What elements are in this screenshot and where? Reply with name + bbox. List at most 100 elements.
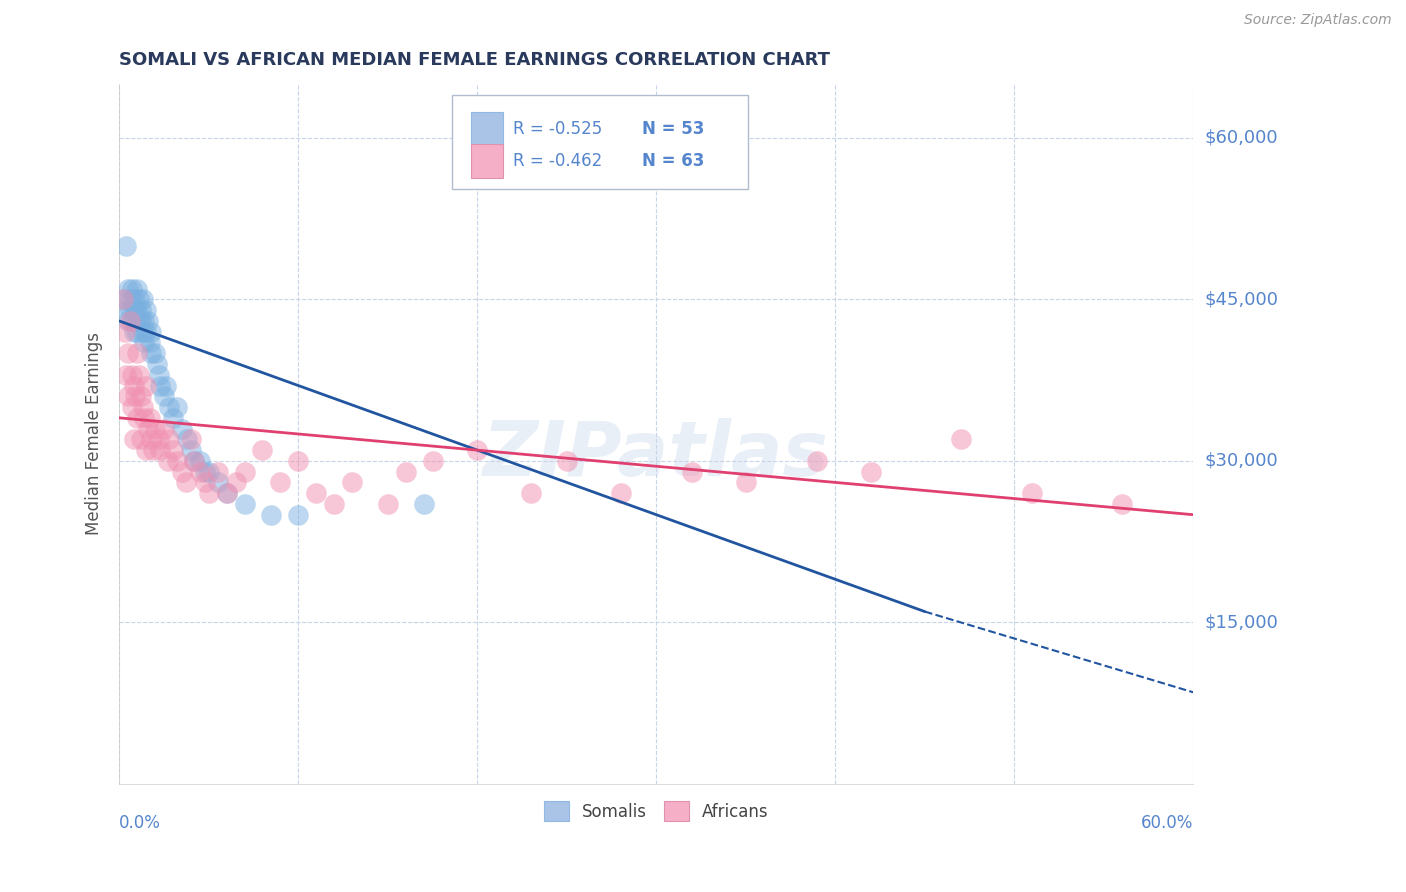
- Point: [734, 475, 756, 490]
- Point: [183, 454, 205, 468]
- Point: [174, 475, 197, 490]
- Text: SOMALI VS AFRICAN MEDIAN FEMALE EARNINGS CORRELATION CHART: SOMALI VS AFRICAN MEDIAN FEMALE EARNINGS…: [120, 51, 831, 69]
- Point: [118, 293, 141, 307]
- Point: [124, 303, 146, 318]
- Point: [136, 421, 159, 435]
- Point: [149, 378, 172, 392]
- Text: R = -0.525: R = -0.525: [513, 120, 603, 137]
- Point: [118, 314, 141, 328]
- Point: [131, 293, 153, 307]
- Point: [207, 465, 229, 479]
- Point: [148, 368, 170, 382]
- Point: [207, 475, 229, 490]
- Text: $15,000: $15,000: [1205, 614, 1278, 632]
- Point: [135, 325, 157, 339]
- Point: [121, 368, 143, 382]
- Point: [115, 368, 138, 382]
- Point: [377, 497, 399, 511]
- Y-axis label: Median Female Earnings: Median Female Earnings: [86, 333, 103, 535]
- Point: [142, 443, 165, 458]
- FancyBboxPatch shape: [471, 112, 503, 145]
- Point: [141, 433, 163, 447]
- Point: [233, 465, 256, 479]
- Point: [122, 325, 145, 339]
- Point: [555, 454, 578, 468]
- Point: [465, 443, 488, 458]
- Point: [135, 303, 157, 318]
- Point: [1021, 486, 1043, 500]
- Point: [129, 303, 152, 318]
- Point: [143, 346, 166, 360]
- Point: [520, 486, 543, 500]
- Text: R = -0.462: R = -0.462: [513, 153, 603, 170]
- FancyBboxPatch shape: [471, 145, 503, 178]
- Point: [134, 335, 156, 350]
- Point: [148, 433, 170, 447]
- Point: [124, 389, 146, 403]
- Point: [149, 443, 172, 458]
- Point: [395, 465, 418, 479]
- Point: [115, 238, 138, 252]
- Point: [422, 454, 444, 468]
- Point: [122, 293, 145, 307]
- Text: N = 53: N = 53: [643, 120, 704, 137]
- Point: [135, 443, 157, 458]
- Point: [129, 389, 152, 403]
- Point: [122, 303, 145, 318]
- Point: [134, 410, 156, 425]
- Point: [117, 346, 139, 360]
- Point: [176, 433, 198, 447]
- Point: [124, 314, 146, 328]
- Point: [180, 433, 202, 447]
- Point: [146, 357, 169, 371]
- Point: [166, 454, 188, 468]
- Point: [162, 410, 184, 425]
- Point: [157, 433, 180, 447]
- Legend: Somalis, Africans: Somalis, Africans: [537, 794, 776, 828]
- Point: [117, 314, 139, 328]
- Point: [122, 378, 145, 392]
- Point: [305, 486, 328, 500]
- Point: [131, 325, 153, 339]
- Point: [340, 475, 363, 490]
- Point: [225, 475, 247, 490]
- Point: [141, 325, 163, 339]
- Point: [127, 282, 149, 296]
- Point: [118, 303, 141, 318]
- Point: [122, 433, 145, 447]
- Point: [143, 421, 166, 435]
- Point: [162, 443, 184, 458]
- Point: [117, 389, 139, 403]
- Point: [170, 421, 193, 435]
- Point: [129, 433, 152, 447]
- Point: [194, 465, 217, 479]
- Text: $30,000: $30,000: [1205, 452, 1278, 470]
- Point: [323, 497, 346, 511]
- Point: [194, 475, 217, 490]
- Point: [166, 400, 188, 414]
- Point: [134, 314, 156, 328]
- Point: [260, 508, 283, 522]
- Point: [287, 508, 309, 522]
- Point: [129, 314, 152, 328]
- Point: [233, 497, 256, 511]
- Point: [155, 378, 177, 392]
- Point: [141, 346, 163, 360]
- Point: [117, 282, 139, 296]
- Point: [138, 410, 160, 425]
- Point: [127, 410, 149, 425]
- Point: [127, 325, 149, 339]
- Point: [252, 443, 274, 458]
- Point: [949, 433, 972, 447]
- Point: [157, 400, 180, 414]
- Point: [111, 293, 134, 307]
- Point: [215, 486, 238, 500]
- Point: [121, 314, 143, 328]
- Point: [197, 465, 219, 479]
- Point: [1111, 497, 1133, 511]
- Point: [128, 368, 150, 382]
- Point: [121, 282, 143, 296]
- FancyBboxPatch shape: [453, 95, 748, 189]
- Point: [806, 454, 828, 468]
- Point: [180, 443, 202, 458]
